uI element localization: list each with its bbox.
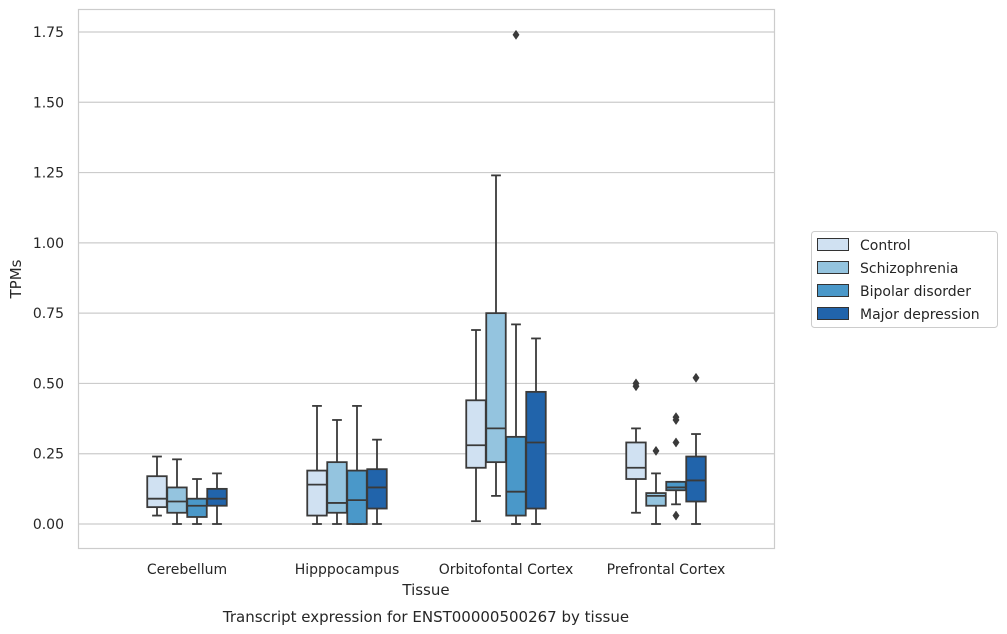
x-tick-label: Cerebellum <box>147 562 227 578</box>
box-body <box>505 435 527 517</box>
box-3-3 <box>685 372 707 525</box>
box-3-1 <box>645 445 667 525</box>
box-0-1 <box>166 458 188 525</box>
legend-label: Bipolar disorder <box>860 284 971 300</box>
x-tick-label: Hipppocampus <box>295 562 400 578</box>
y-axis-label: TPMs <box>7 259 25 299</box>
box-2-3 <box>525 337 547 525</box>
legend-swatch <box>817 284 849 297</box>
box-1-2 <box>346 405 368 525</box>
box-body <box>525 390 547 510</box>
box-2-2 <box>505 29 527 525</box>
box-2-1 <box>485 174 507 497</box>
gridlines <box>78 31 775 525</box>
y-tick-label: 1.00 <box>33 236 64 252</box>
box-body <box>645 492 667 507</box>
y-tick-label: 0.25 <box>33 447 64 463</box>
y-tick-label: 1.25 <box>33 166 64 182</box>
box-3-0 <box>625 378 647 514</box>
legend-label: Control <box>860 238 911 254</box>
box-body <box>665 480 687 492</box>
box-1-3 <box>366 438 388 525</box>
outlier-point <box>512 29 520 40</box>
box-body <box>146 475 168 509</box>
y-tick-label: 1.50 <box>33 95 64 111</box>
box-0-0 <box>146 455 168 517</box>
box-body <box>346 469 368 525</box>
legend-frame <box>811 231 998 328</box>
outlier-point <box>672 437 680 448</box>
box-1-0 <box>306 405 328 525</box>
legend-swatch <box>817 261 849 274</box>
y-tick-label: 0.50 <box>33 376 64 392</box>
box-3-2 <box>665 412 687 521</box>
outlier-point <box>692 372 700 383</box>
outlier-point <box>672 510 680 521</box>
outlier-point <box>632 378 640 389</box>
x-tick-label: Orbitofontal Cortex <box>439 562 574 578</box>
box-body <box>366 468 388 510</box>
box-body <box>206 487 228 507</box>
x-axis-ticks: Cerebellum Hipppocampus Orbitofontal Corte… <box>147 562 725 578</box>
x-axis-label: Tissue <box>401 581 449 599</box>
chart-caption: Transcript expression for ENST0000050026… <box>222 608 629 626</box>
legend-label: Major depression <box>860 307 980 323</box>
y-tick-label: 0.00 <box>33 517 64 533</box>
legend: Control Schizophrenia Bipolar disorder Majo… <box>811 231 998 328</box>
legend-swatch <box>817 307 849 320</box>
y-tick-label: 0.75 <box>33 306 64 322</box>
outlier-point <box>672 412 680 423</box>
legend-swatch <box>817 238 849 251</box>
y-axis-ticks: 0.00 0.25 0.50 0.75 1.00 1.25 1.50 1.75 <box>33 25 64 533</box>
boxes <box>146 29 707 525</box>
box-body <box>625 441 647 480</box>
box-2-0 <box>465 329 487 523</box>
box-body <box>306 469 328 517</box>
plot-area-frame <box>77 8 776 550</box>
y-tick-label: 1.75 <box>33 25 64 41</box>
outlier-point <box>652 445 660 456</box>
box-body <box>685 455 707 503</box>
box-body <box>485 312 507 464</box>
box-body <box>186 497 208 518</box>
box-0-2 <box>186 478 208 525</box>
box-body <box>166 486 188 514</box>
box-1-1 <box>326 419 348 525</box>
box-body <box>326 461 348 514</box>
legend-label: Schizophrenia <box>860 261 958 277</box>
box-body <box>465 399 487 469</box>
box-0-3 <box>206 472 228 525</box>
x-tick-label: Prefrontal Cortex <box>607 562 726 578</box>
legend-items: Control Schizophrenia Bipolar disorder Majo… <box>817 238 980 323</box>
